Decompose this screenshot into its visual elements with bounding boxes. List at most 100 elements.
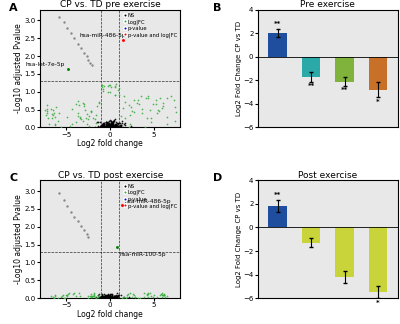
Point [96,295,102,300]
Text: **: ** [274,192,281,198]
Point [112,92,119,98]
Point [113,123,119,128]
Point [108,122,115,127]
Point [104,119,110,124]
Y-axis label: -Log10 adjusted Pvalue: -Log10 adjusted Pvalue [14,24,23,113]
Point [113,295,119,300]
Point [77,294,83,299]
Point [95,99,102,105]
Point [103,295,109,300]
Point [156,96,163,101]
Point [104,121,110,126]
Point [97,295,104,300]
Point [112,124,118,129]
Point [164,293,170,298]
Point [88,295,94,300]
Point [142,95,149,100]
Point [114,294,120,299]
Point [105,121,111,126]
Point [170,98,177,103]
Point [110,295,116,301]
Point [60,293,66,298]
Point [127,290,134,295]
Y-axis label: Log2 Fold Change CP vs TD: Log2 Fold Change CP vs TD [236,21,242,116]
Point [114,120,121,125]
Point [58,294,64,299]
Point [130,292,136,297]
Point [102,295,108,301]
Point [97,123,103,129]
Point [83,231,90,237]
Point [107,295,114,300]
Point [94,104,100,109]
Point [88,291,95,296]
Point [108,295,115,300]
Point [112,93,118,98]
Point [107,294,114,299]
Point [145,96,151,101]
Point [55,295,62,300]
Point [107,122,113,127]
Point [144,292,150,297]
Point [118,293,124,298]
Point [108,124,114,129]
Point [104,124,110,130]
Point [87,60,93,65]
Point [106,123,112,128]
Point [156,109,162,114]
Point [86,124,92,129]
Point [105,293,112,298]
Point [112,294,118,299]
Point [90,292,97,297]
Point [107,294,113,299]
Point [80,118,86,123]
Point [168,93,174,98]
Point [56,110,62,115]
Point [113,120,119,125]
Point [54,119,61,124]
Point [102,120,109,125]
Point [113,124,119,129]
Point [132,295,138,300]
Point [110,122,116,128]
Point [106,122,112,127]
Point [106,294,113,299]
Point [116,123,123,128]
Point [108,120,115,125]
Point [51,295,57,300]
Point [126,122,133,127]
Point [112,293,118,298]
Point [122,115,128,120]
Point [111,294,118,299]
Point [84,117,91,122]
Point [124,292,131,297]
Point [102,295,109,300]
Point [110,295,116,301]
Point [95,295,102,300]
Point [48,294,54,299]
Text: *: * [376,99,380,105]
Point [108,295,115,300]
Point [101,122,108,127]
Point [159,290,166,295]
Point [106,124,112,129]
Point [108,119,114,124]
Text: **: ** [308,83,315,89]
Point [104,295,110,300]
Point [100,295,107,300]
Point [100,124,107,130]
Point [104,123,110,128]
Point [107,122,113,128]
Point [112,84,118,89]
Point [105,295,112,300]
Point [106,295,113,300]
Point [44,102,50,107]
Point [96,293,102,298]
Point [172,119,179,124]
Point [104,124,110,129]
Point [98,294,104,299]
Point [107,293,113,298]
Point [129,109,136,114]
Point [100,121,107,126]
Point [103,295,110,301]
